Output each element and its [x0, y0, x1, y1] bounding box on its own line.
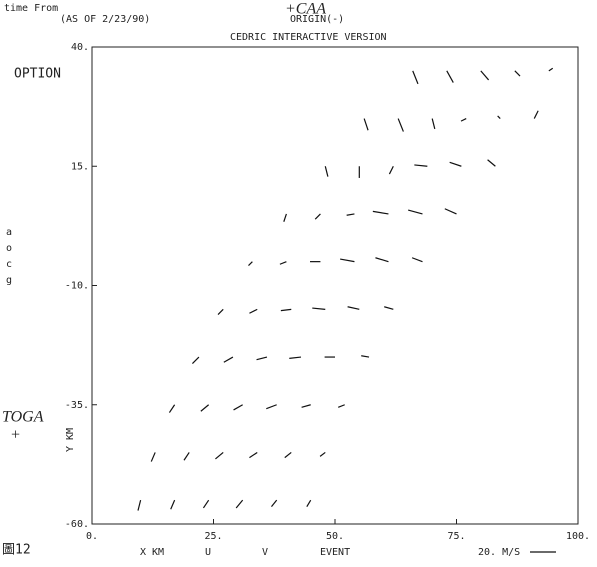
x-tick-label: 0.	[86, 531, 98, 542]
header-date: (AS OF 2/23/90)	[60, 14, 150, 25]
y-tick-label: 15.	[71, 161, 89, 172]
wind-vector	[306, 499, 312, 507]
wind-vector	[168, 404, 176, 413]
x-tick-label: 100.	[566, 531, 590, 542]
footer-v: V	[262, 547, 268, 558]
y-tick-label: 40.	[71, 42, 89, 53]
wind-vector	[249, 451, 258, 459]
option-label: OPTION	[14, 67, 61, 82]
wind-vector	[256, 356, 268, 361]
header-origin: ORIGIN(-)	[290, 14, 344, 25]
wind-vector	[487, 159, 496, 167]
wind-vector	[217, 308, 224, 315]
wind-vector	[319, 451, 326, 457]
header-time: time From	[4, 3, 58, 14]
wind-vector	[301, 404, 311, 408]
wind-vector	[346, 213, 355, 216]
wind-vector	[480, 70, 490, 81]
y-tick-label: -60.	[65, 519, 89, 530]
x-axis-label: X KM	[140, 547, 164, 558]
wind-vector	[215, 451, 224, 460]
wind-vector	[372, 210, 389, 215]
wind-vector	[191, 356, 200, 364]
wind-vector	[533, 110, 539, 119]
wind-vector	[388, 165, 394, 175]
wind-vector	[340, 258, 355, 263]
wind-vector	[397, 118, 404, 132]
wind-vector	[444, 208, 457, 215]
y-axis-label: Y KM	[65, 428, 76, 452]
side-letter: c	[6, 259, 12, 270]
y-tick-label: -35.	[65, 400, 89, 411]
wind-vector	[312, 307, 326, 310]
wind-vector	[283, 213, 287, 222]
x-tick-label: 25.	[204, 531, 222, 542]
wind-vector	[249, 308, 258, 314]
wind-vector	[375, 257, 389, 263]
wind-vector	[363, 118, 369, 131]
wind-vector	[235, 499, 244, 509]
wind-vector	[514, 70, 521, 77]
x-tick-label: 50.	[326, 531, 344, 542]
side-letter: o	[6, 243, 12, 254]
annotation-plus: +	[10, 427, 21, 444]
wind-vector	[233, 404, 243, 411]
wind-vector	[202, 499, 210, 509]
wind-vector	[408, 209, 423, 215]
wind-vector	[449, 161, 462, 167]
wind-vector	[497, 115, 501, 119]
wind-vector	[248, 261, 253, 266]
wind-vector	[337, 404, 345, 408]
wind-vector	[361, 355, 370, 358]
header-version: CEDRIC INTERACTIVE VERSION	[230, 32, 387, 43]
wind-vector	[412, 70, 419, 85]
scale-label: 20. M/S	[478, 547, 520, 558]
side-letter: a	[6, 227, 12, 238]
wind-vector	[347, 306, 360, 310]
wind-vector	[284, 451, 292, 459]
wind-vector	[384, 306, 394, 310]
wind-vector	[548, 67, 554, 72]
wind-vector	[200, 404, 210, 412]
wind-vector	[289, 356, 302, 359]
wind-vector	[279, 261, 287, 265]
wind-vector	[280, 308, 292, 312]
wind-vector	[431, 118, 436, 130]
wind-vector	[411, 257, 423, 263]
side-letter: g	[6, 275, 12, 286]
annotation-toga: TOGA	[2, 409, 44, 426]
footer-u: U	[205, 547, 211, 558]
wind-vector	[183, 452, 190, 461]
y-tick-label: -10.	[65, 281, 89, 292]
figure-label: 圖12	[2, 543, 31, 558]
wind-vector	[150, 452, 156, 462]
wind-vector	[170, 499, 176, 510]
plot-frame	[91, 46, 579, 525]
wind-vector	[137, 500, 142, 511]
footer-event: EVENT	[320, 547, 350, 558]
x-tick-label: 75.	[447, 531, 465, 542]
wind-vector	[271, 499, 278, 508]
wind-vector	[324, 166, 329, 177]
wind-vector	[223, 356, 234, 363]
wind-vector	[266, 404, 277, 410]
wind-vector	[314, 213, 321, 220]
wind-vector	[460, 118, 467, 122]
wind-vector	[446, 70, 454, 83]
annotation-caa: +CAA	[285, 1, 326, 18]
wind-vector	[414, 164, 428, 167]
